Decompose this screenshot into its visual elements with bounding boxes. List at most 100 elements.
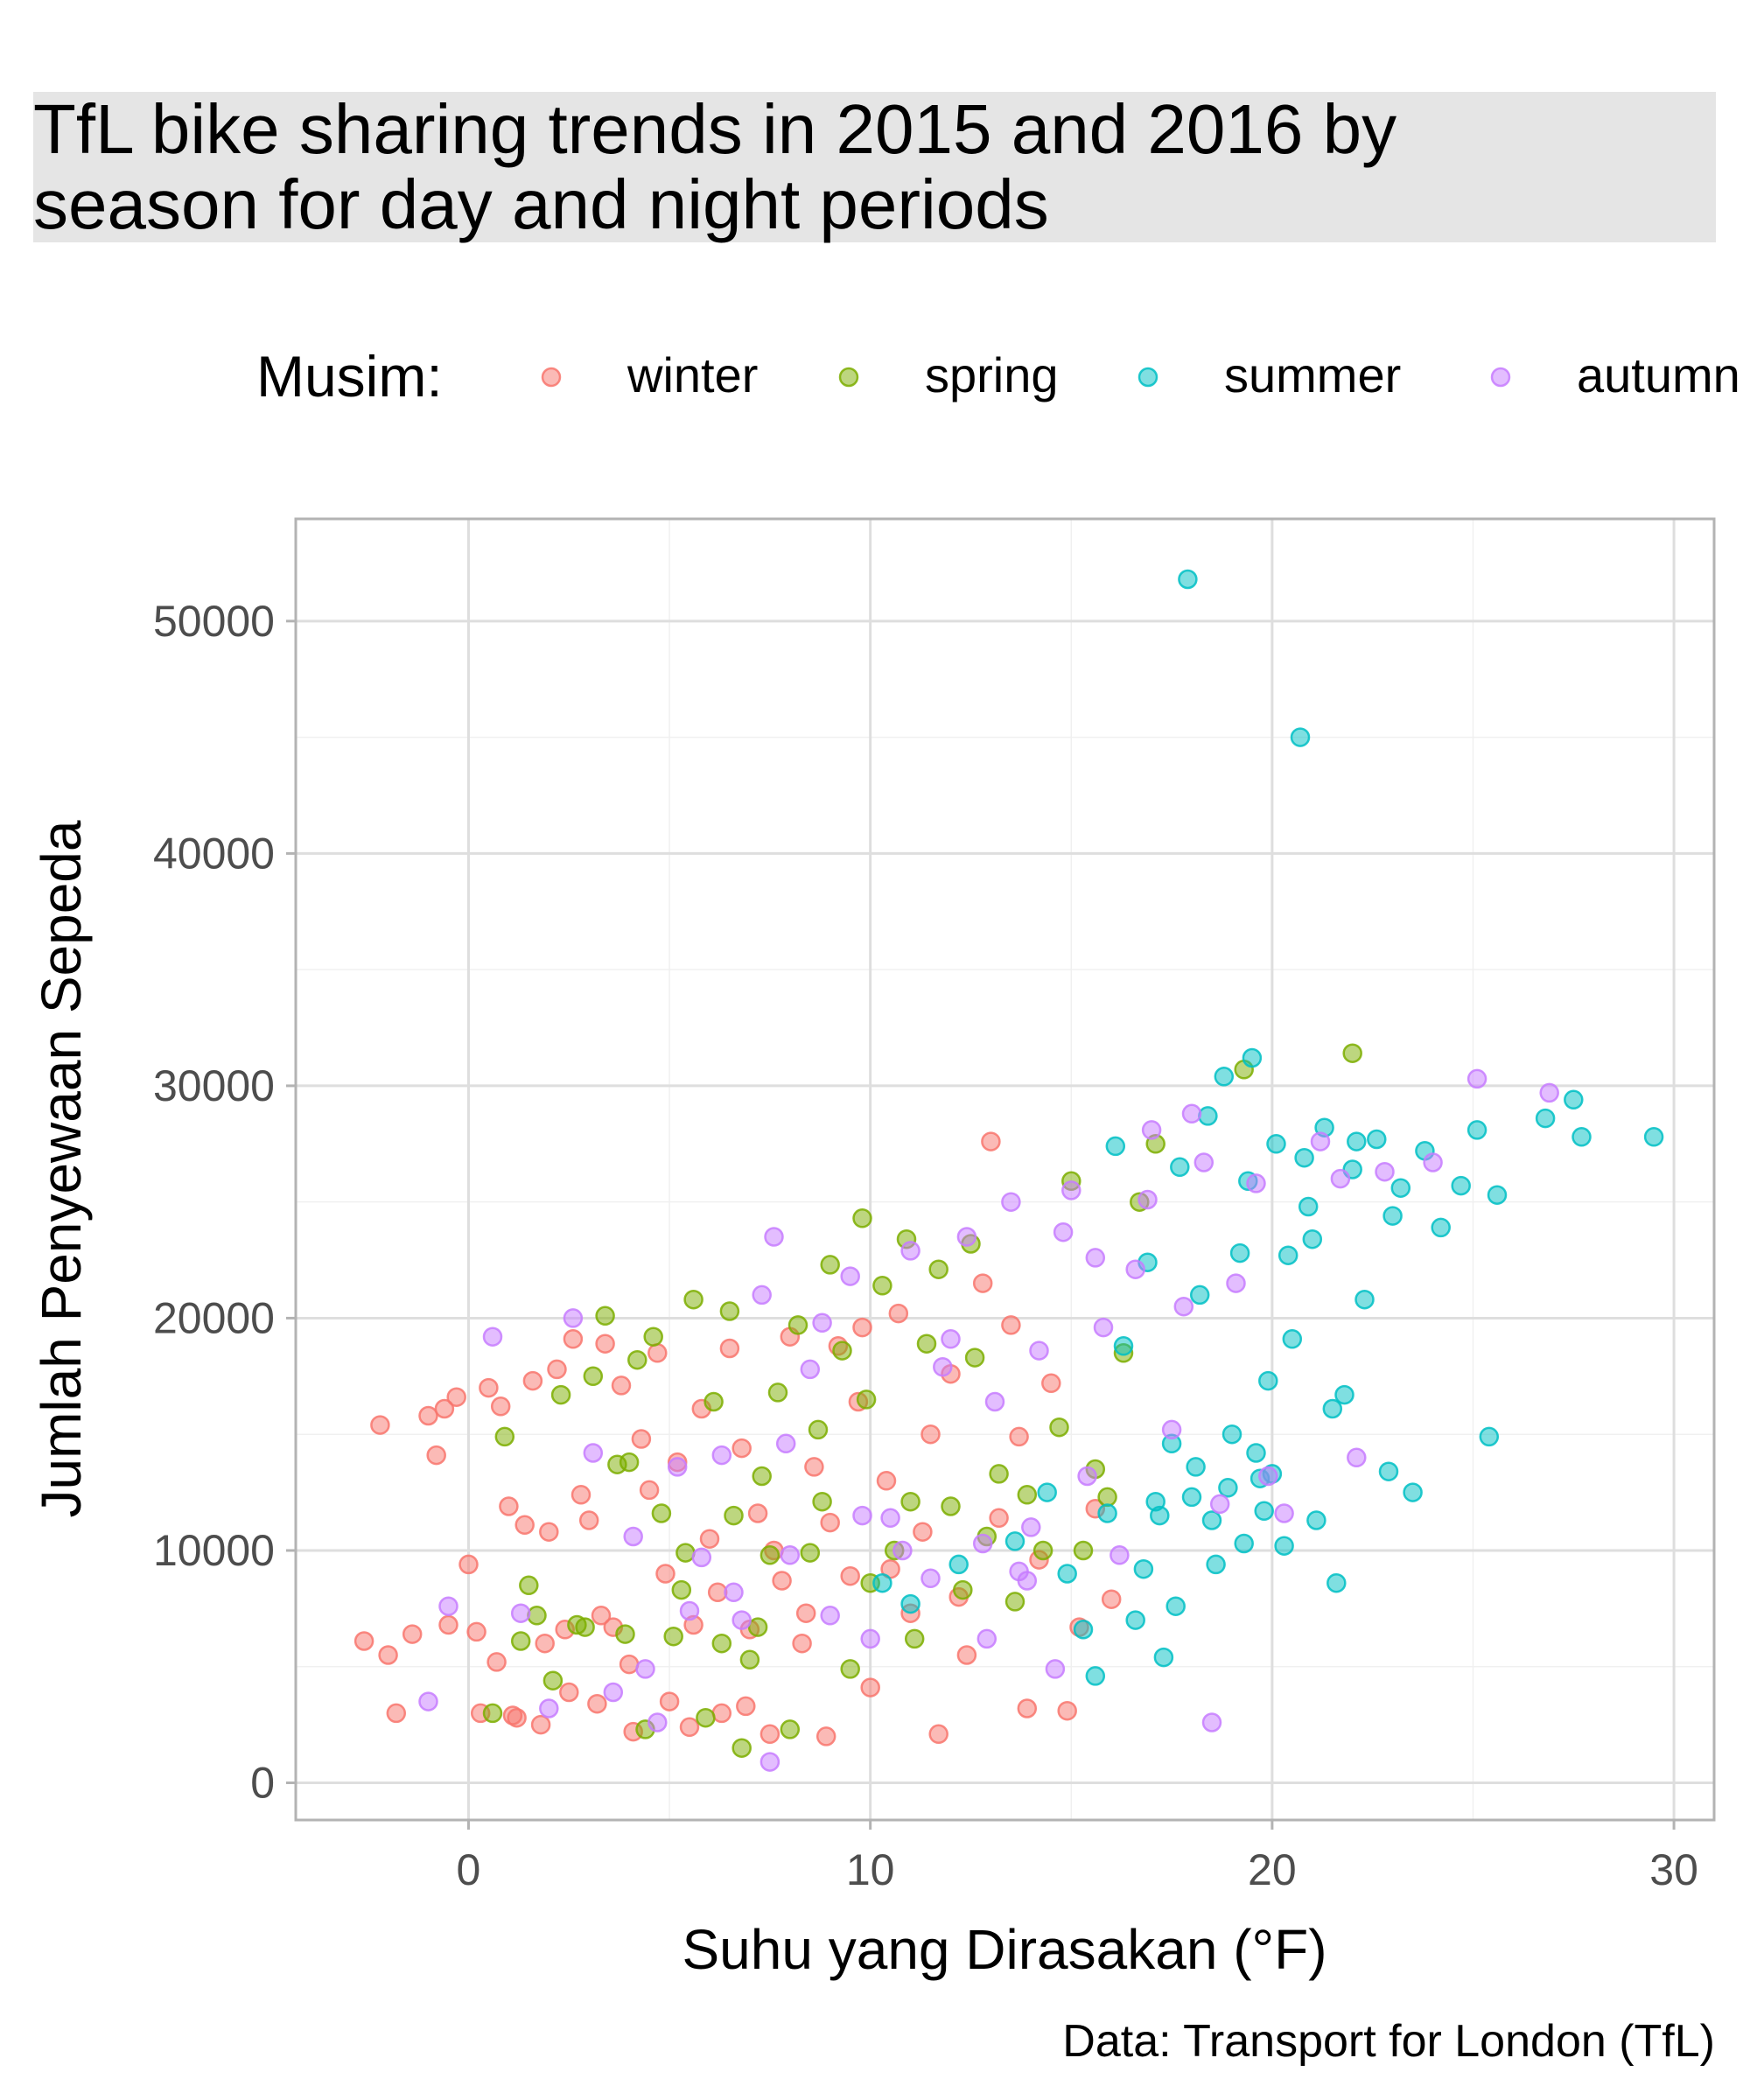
point-summer — [1378, 1461, 1399, 1481]
point-autumn — [941, 1329, 961, 1349]
point-autumn — [1274, 1503, 1294, 1523]
point-winter — [920, 1424, 941, 1445]
x-tick-label: 10 — [846, 1845, 895, 1894]
point-winter — [611, 1376, 632, 1396]
point-autumn — [724, 1582, 744, 1603]
point-spring — [760, 1545, 780, 1565]
point-autumn — [1423, 1152, 1443, 1172]
point-spring — [872, 1276, 892, 1296]
y-axis-ticks: 0 10000 20000 30000 40000 50000 — [153, 597, 296, 1808]
point-autumn — [635, 1659, 655, 1679]
point-summer — [1133, 1558, 1154, 1579]
point-summer — [1113, 1336, 1134, 1356]
point-spring — [1032, 1540, 1054, 1561]
y-tick-label: 20000 — [153, 1293, 275, 1342]
point-winter — [707, 1582, 728, 1603]
point-winter — [659, 1691, 680, 1712]
point-winter — [1041, 1373, 1061, 1394]
point-summer — [1189, 1284, 1210, 1306]
point-summer — [1206, 1554, 1226, 1575]
point-autumn — [1330, 1168, 1351, 1189]
point-spring — [788, 1315, 808, 1335]
point-autumn — [1009, 1561, 1029, 1582]
y-tick-label: 0 — [250, 1759, 275, 1808]
point-autumn — [880, 1508, 900, 1529]
point-autumn — [583, 1443, 604, 1463]
point-winter — [1017, 1698, 1038, 1718]
legend-key-summer — [1138, 367, 1158, 388]
point-spring — [832, 1340, 852, 1361]
point-summer — [1085, 1666, 1106, 1686]
point-spring — [615, 1624, 635, 1644]
point-summer — [1234, 1533, 1254, 1554]
point-summer — [1274, 1536, 1294, 1556]
point-summer — [1258, 1370, 1278, 1391]
point-autumn — [1053, 1222, 1074, 1242]
point-summer — [1150, 1505, 1170, 1526]
point-autumn — [1125, 1259, 1145, 1279]
point-spring — [1097, 1487, 1117, 1508]
gridlines — [296, 519, 1714, 1820]
point-autumn — [812, 1312, 832, 1334]
point-autumn — [1021, 1517, 1041, 1537]
point-autumn — [820, 1606, 840, 1626]
point-autumn — [752, 1284, 772, 1306]
point-winter — [760, 1724, 780, 1745]
point-autumn — [667, 1457, 688, 1477]
point-spring — [683, 1289, 704, 1310]
point-winter — [502, 1705, 523, 1726]
point-spring — [812, 1491, 832, 1512]
point-winter — [852, 1317, 872, 1338]
point-summer — [1229, 1242, 1250, 1264]
point-spring — [696, 1707, 716, 1728]
legend: Musim: winter spring summer autumn — [256, 344, 1740, 409]
point-winter — [679, 1717, 700, 1738]
point-summer — [1479, 1426, 1500, 1447]
point-spring — [780, 1719, 801, 1740]
point-spring — [619, 1452, 640, 1473]
point-spring — [1004, 1592, 1026, 1612]
point-summer — [1572, 1127, 1592, 1147]
point-spring — [527, 1606, 547, 1626]
point-spring — [840, 1659, 860, 1679]
point-autumn — [1375, 1161, 1395, 1182]
point-autumn — [760, 1752, 780, 1772]
point-winter — [438, 1614, 458, 1635]
legend-key-spring — [838, 367, 859, 388]
point-summer — [1367, 1129, 1387, 1150]
point-winter — [386, 1703, 407, 1724]
y-tick-label: 30000 — [153, 1061, 275, 1110]
point-summer — [1222, 1424, 1242, 1445]
point-summer — [1487, 1185, 1508, 1205]
point-winter — [619, 1654, 640, 1675]
point-winter — [981, 1131, 1001, 1152]
series-autumn — [418, 1068, 1559, 1772]
point-autumn — [933, 1356, 953, 1377]
point-winter — [370, 1415, 390, 1435]
point-autumn — [920, 1568, 941, 1589]
y-axis-title: Jumlah Penyewaan Sepeda — [30, 820, 93, 1517]
point-winter — [587, 1693, 607, 1714]
point-autumn — [539, 1698, 559, 1718]
point-winter — [1057, 1700, 1077, 1721]
point-autumn — [563, 1308, 584, 1328]
point-summer — [1073, 1620, 1094, 1640]
point-spring — [747, 1617, 768, 1637]
point-autumn — [1539, 1082, 1559, 1103]
point-winter — [563, 1329, 584, 1349]
x-axis-title: Suhu yang Dirasakan (°F) — [682, 1918, 1326, 1981]
point-summer — [1097, 1503, 1117, 1523]
point-summer — [1466, 1120, 1488, 1140]
point-autumn — [1310, 1131, 1331, 1152]
point-summer — [1178, 569, 1198, 590]
point-summer — [1290, 727, 1311, 747]
point-autumn — [1173, 1296, 1194, 1317]
point-spring — [767, 1382, 788, 1403]
point-winter — [490, 1396, 511, 1417]
point-summer — [1170, 1157, 1190, 1178]
point-autumn — [510, 1603, 531, 1623]
point-autumn — [1201, 1712, 1222, 1732]
point-autumn — [1466, 1068, 1488, 1089]
point-summer — [1382, 1206, 1403, 1226]
point-spring — [519, 1575, 539, 1596]
